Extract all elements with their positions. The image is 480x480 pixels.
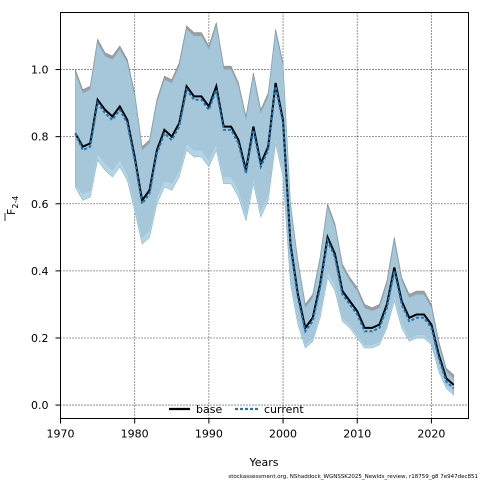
- y-tick-label: 1.0: [31, 64, 49, 77]
- y-tick-label: 0.8: [31, 131, 49, 144]
- x-tick-label: 2010: [343, 428, 371, 441]
- y-axis: 0.0 0.2 0.4 0.6 0.8 1.0: [31, 64, 61, 412]
- confidence-band-current: [75, 25, 454, 396]
- x-axis: 1970 1980 1990 2000 2010 2020: [47, 418, 445, 441]
- y-tick-label: 0.4: [31, 265, 49, 278]
- legend-label-current: current: [264, 403, 304, 416]
- y-tick-label: 0.2: [31, 332, 49, 345]
- y-tick-label: 0.6: [31, 198, 49, 211]
- y-tick-label: 0.0: [31, 399, 49, 412]
- x-tick-label: 2000: [269, 428, 297, 441]
- y-axis-title-group: F2-4: [4, 196, 20, 221]
- footer-note: stockassessment.org, NShaddock_WGNSSK202…: [228, 474, 478, 480]
- y-axis-title-subscript: 2-4: [11, 196, 20, 209]
- x-tick-label: 2020: [417, 428, 445, 441]
- legend: base current: [169, 403, 304, 416]
- legend-label-base: base: [196, 403, 222, 416]
- y-axis-title-text: F2-4: [5, 196, 20, 215]
- series-line-current: [74, 85, 455, 390]
- plot-frame: [60, 12, 469, 419]
- x-tick-label: 1990: [195, 428, 223, 441]
- x-axis-title: Years: [248, 456, 278, 469]
- x-tick-label: 1970: [47, 428, 75, 441]
- series-lines: [74, 82, 455, 390]
- x-tick-label: 1980: [121, 428, 149, 441]
- confidence-bands: [75, 22, 454, 396]
- y-axis-title: F2-4: [5, 196, 20, 215]
